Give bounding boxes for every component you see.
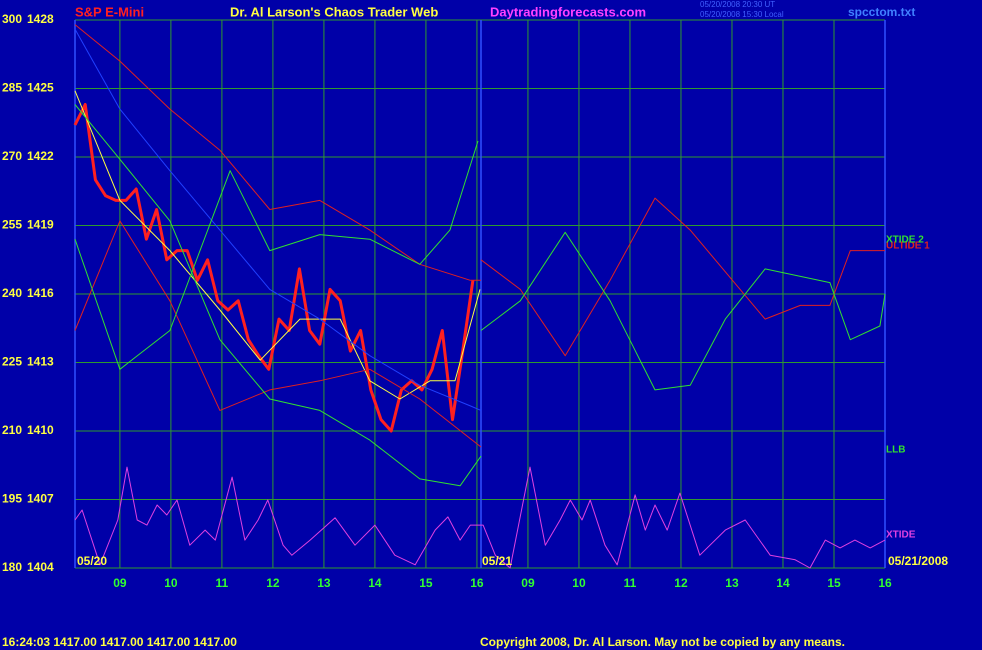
y2-tick-label: 1404 <box>27 560 54 574</box>
x-tick-label: 11 <box>216 576 229 590</box>
x-tick-label: 14 <box>368 576 382 590</box>
y-tick-label: 300 <box>2 12 22 26</box>
date-label: 05/21/2008 <box>888 554 948 568</box>
y2-tick-label: 1419 <box>27 218 54 232</box>
legend-label: ULTIDE 1 <box>886 241 930 252</box>
series-line <box>74 220 482 448</box>
date-label: 05/20 <box>77 554 107 568</box>
x-tick-label: 12 <box>674 576 688 590</box>
chart-title: Dr. Al Larson's Chaos Trader Web <box>230 4 438 19</box>
x-tick-label: 15 <box>827 576 841 590</box>
copyright: Copyright 2008, Dr. Al Larson. May not b… <box>480 635 845 649</box>
x-tick-label: 14 <box>776 576 790 590</box>
timestamp: 05/20/2008 20:30 UT <box>700 0 775 9</box>
y2-tick-label: 1428 <box>27 12 54 26</box>
y2-tick-label: 1425 <box>27 81 54 95</box>
x-tick-label: 16 <box>470 576 484 590</box>
series-line <box>480 231 886 391</box>
series-line <box>74 28 482 411</box>
y2-tick-label: 1416 <box>27 286 54 300</box>
x-tick-label: 09 <box>521 576 535 590</box>
y-tick-label: 195 <box>2 492 22 506</box>
series-group <box>73 24 886 569</box>
file-name: spcctom.txt <box>848 5 915 19</box>
symbol: S&P E-Mini <box>75 4 144 19</box>
legend-label: XTIDE 2 <box>886 235 924 246</box>
series-line <box>74 466 886 569</box>
y2-tick-label: 1422 <box>27 149 54 163</box>
series-line <box>480 197 885 357</box>
x-tick-label: 10 <box>572 576 586 590</box>
y-tick-label: 225 <box>2 355 22 369</box>
price-line <box>73 103 475 433</box>
timestamp: 05/20/2008 15:30 Local <box>700 10 784 19</box>
x-tick-label: 11 <box>624 576 637 590</box>
y-tick-label: 240 <box>2 286 22 300</box>
series-line <box>74 104 482 487</box>
date-label: 05/21 <box>482 554 512 568</box>
x-tick-label: 13 <box>317 576 331 590</box>
y-tick-label: 180 <box>2 560 22 574</box>
website: Daytradingforecasts.com <box>490 4 646 19</box>
x-tick-label: 13 <box>725 576 739 590</box>
series-line <box>74 24 481 281</box>
y2-tick-label: 1413 <box>27 355 54 369</box>
y-tick-label: 285 <box>2 81 22 95</box>
y2-tick-label: 1410 <box>27 423 54 437</box>
x-tick-label: 16 <box>878 576 892 590</box>
x-tick-label: 12 <box>266 576 280 590</box>
legend-label: XTIDE <box>886 530 916 541</box>
y2-tick-label: 1407 <box>27 492 54 506</box>
y-tick-label: 255 <box>2 218 22 232</box>
legend-label: LLB <box>886 445 905 456</box>
x-tick-label: 15 <box>419 576 433 590</box>
x-tick-label: 09 <box>113 576 127 590</box>
y-tick-label: 270 <box>2 149 22 163</box>
quote: 16:24:03 1417.00 1417.00 1417.00 1417.00 <box>2 635 237 649</box>
y-tick-label: 210 <box>2 423 22 437</box>
series-line <box>74 140 479 370</box>
x-tick-label: 10 <box>164 576 178 590</box>
